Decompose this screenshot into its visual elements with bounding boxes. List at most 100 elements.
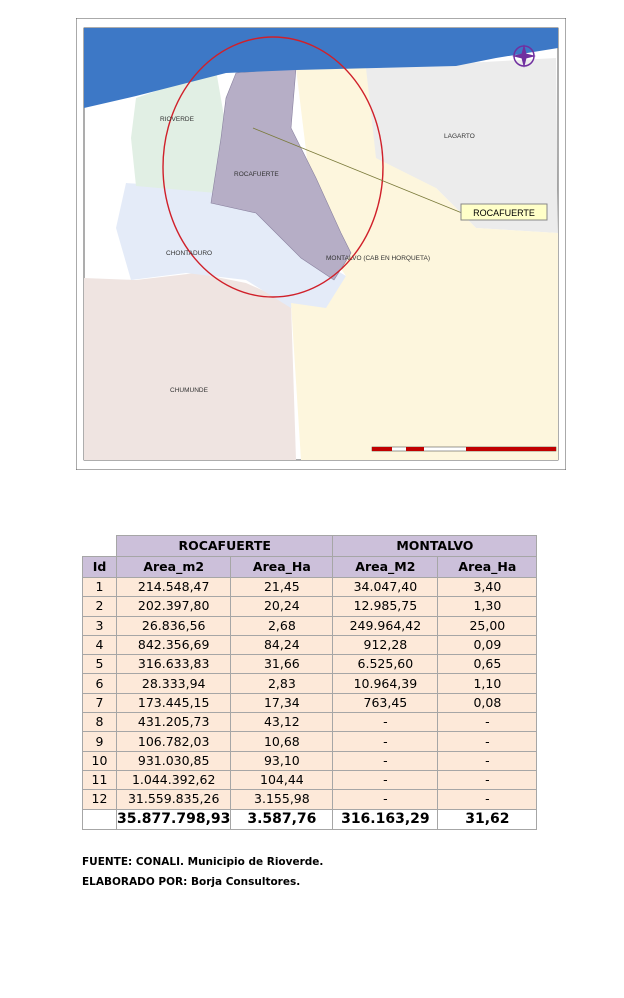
cell: - bbox=[437, 769, 538, 791]
map-label: MONTALVO (CAB EN HORQUETA) bbox=[326, 255, 430, 262]
region-rioverde bbox=[131, 70, 226, 193]
cell: 7 bbox=[82, 692, 117, 714]
cell: 1.044.392,62 bbox=[115, 769, 232, 791]
cell: 1,10 bbox=[437, 673, 538, 694]
cell: 431.205,73 bbox=[115, 712, 232, 733]
cell: 202.397,80 bbox=[115, 596, 232, 617]
cell: 2,83 bbox=[230, 673, 334, 694]
highlight-circle bbox=[162, 36, 384, 298]
cell: 1 bbox=[82, 576, 117, 598]
cell: - bbox=[437, 712, 538, 733]
map-label: RIOVERDE bbox=[160, 116, 195, 123]
cell: 8 bbox=[82, 712, 117, 733]
data-row: 2 202.397,80 20,24 12.985,75 1,30 bbox=[82, 596, 538, 617]
cell: 763,45 bbox=[332, 692, 439, 714]
callout-label: ROCAFUERTE bbox=[473, 208, 535, 218]
data-row: 10 931.030,85 93,10- - bbox=[82, 750, 538, 771]
total-cell: 3.587,76 bbox=[230, 808, 334, 830]
data-row: 1 214.548,47 21,45 34.047,40 3,40 bbox=[82, 576, 538, 598]
cell: 93,10 bbox=[230, 750, 334, 771]
column-header: Id bbox=[82, 556, 117, 578]
cell: 26.836,56 bbox=[115, 615, 232, 636]
cell: - bbox=[332, 769, 439, 791]
cell: 0,09 bbox=[437, 634, 538, 656]
sea bbox=[84, 28, 558, 108]
cell: - bbox=[437, 731, 538, 752]
cell: 11 bbox=[82, 769, 117, 791]
data-row: 7 173.445,15 17,34 763,45 0,08 bbox=[82, 692, 538, 714]
scale-seg bbox=[406, 447, 424, 451]
compass-rose bbox=[512, 44, 536, 68]
source-note: FUENTE: CONALI. Municipio de Rioverde. bbox=[82, 856, 324, 868]
data-row: 12 31.559.835,26 3.155,98- - bbox=[82, 789, 538, 810]
cell: 931.030,85 bbox=[115, 750, 232, 771]
cell: - bbox=[332, 712, 439, 733]
credit-note: ELABORADO POR: Borja Consultores. bbox=[82, 876, 301, 888]
scale-seg bbox=[372, 447, 392, 451]
cell: 3,40 bbox=[437, 576, 538, 598]
cell: 34.047,40 bbox=[332, 576, 439, 598]
cell: 5 bbox=[82, 654, 117, 675]
cell: 912,28 bbox=[332, 634, 439, 656]
blank-cell bbox=[82, 808, 117, 830]
cell: 842.356,69 bbox=[115, 634, 232, 656]
cell: 0,08 bbox=[437, 692, 538, 714]
region-chumunde bbox=[84, 273, 296, 460]
cell: 31,66 bbox=[230, 654, 334, 675]
total-cell: 35.877.798,93 bbox=[115, 808, 232, 830]
cell: 316.633,83 bbox=[115, 654, 232, 675]
cell: 6 bbox=[82, 673, 117, 694]
cell: 214.548,47 bbox=[115, 576, 232, 598]
region-montalvo bbox=[291, 68, 558, 460]
cell: 20,24 bbox=[230, 596, 334, 617]
map-label: CHUMUNDE bbox=[170, 387, 209, 394]
callout-line bbox=[252, 127, 463, 214]
cell: 249.964,42 bbox=[332, 615, 439, 636]
header-row: Id Area_m2 Area_Ha Area_M2 Area_Ha bbox=[82, 556, 538, 578]
cell: 2 bbox=[82, 596, 117, 617]
cell: - bbox=[332, 731, 439, 752]
map-label: CHONTADURO bbox=[166, 250, 212, 257]
region-rocafuerte bbox=[210, 67, 352, 281]
cell: 3.155,98 bbox=[230, 789, 334, 810]
map-label: ROCAFUERTE bbox=[234, 171, 279, 178]
cell: 0,65 bbox=[437, 654, 538, 675]
data-row: 6 28.333,94 2,83 10.964,39 1,10 bbox=[82, 673, 538, 694]
data-row: 11 1.044.392,62 104,44- - bbox=[82, 769, 538, 791]
column-header: Area_Ha bbox=[437, 556, 538, 578]
cell: 17,34 bbox=[230, 692, 334, 714]
cell: 106.782,03 bbox=[115, 731, 232, 752]
map-label: LAGARTO bbox=[444, 133, 475, 140]
cell: 25,00 bbox=[437, 615, 538, 636]
cell: 1,30 bbox=[437, 596, 538, 617]
cell: 9 bbox=[82, 731, 117, 752]
cell: 10,68 bbox=[230, 731, 334, 752]
area-table: ROCAFUERTE MONTALVO Id Area_m2 Area_Ha Area_M… bbox=[82, 535, 538, 830]
cell: 6.525,60 bbox=[332, 654, 439, 675]
data-row: 3 26.836,56 2,68 249.964,42 25,00 bbox=[82, 615, 538, 636]
cell: 31.559.835,26 bbox=[115, 789, 232, 810]
column-header: Area_Ha bbox=[230, 556, 334, 578]
cell: 2,68 bbox=[230, 615, 334, 636]
callout-box bbox=[460, 203, 548, 221]
group-row: ROCAFUERTE MONTALVO bbox=[82, 535, 538, 557]
column-header: Area_m2 bbox=[115, 556, 232, 578]
cell: 43,12 bbox=[230, 712, 334, 733]
cell: 104,44 bbox=[230, 769, 334, 791]
cell: 84,24 bbox=[230, 634, 334, 656]
cell: - bbox=[332, 750, 439, 771]
cell: - bbox=[332, 789, 439, 810]
data-row: 5 316.633,83 31,66 6.525,60 0,65 bbox=[82, 654, 538, 675]
group-header: ROCAFUERTE bbox=[115, 535, 334, 557]
cell: - bbox=[437, 789, 538, 810]
blank-cell bbox=[82, 535, 117, 557]
cell: 10 bbox=[82, 750, 117, 771]
cell: 12.985,75 bbox=[332, 596, 439, 617]
cell: 28.333,94 bbox=[115, 673, 232, 694]
cell: - bbox=[437, 750, 538, 771]
data-row: 8 431.205,73 43,12- - bbox=[82, 712, 538, 733]
cell: 173.445,15 bbox=[115, 692, 232, 714]
total-cell: 31,62 bbox=[437, 808, 538, 830]
cell: 21,45 bbox=[230, 576, 334, 598]
